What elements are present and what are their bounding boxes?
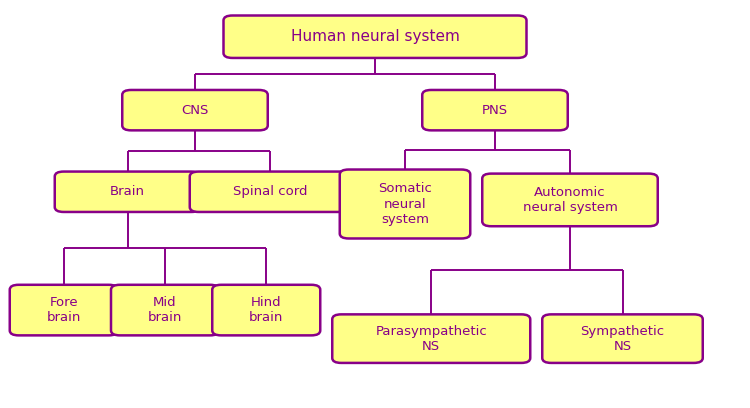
FancyBboxPatch shape bbox=[340, 170, 470, 238]
Text: Parasympathetic
NS: Parasympathetic NS bbox=[375, 325, 487, 353]
FancyBboxPatch shape bbox=[332, 314, 530, 363]
FancyBboxPatch shape bbox=[542, 314, 703, 363]
Text: Mid
brain: Mid brain bbox=[148, 296, 182, 324]
Text: Fore
brain: Fore brain bbox=[46, 296, 81, 324]
FancyBboxPatch shape bbox=[10, 285, 118, 335]
FancyBboxPatch shape bbox=[111, 285, 219, 335]
Text: Human neural system: Human neural system bbox=[290, 29, 460, 44]
FancyBboxPatch shape bbox=[122, 90, 268, 131]
FancyBboxPatch shape bbox=[224, 16, 526, 58]
FancyBboxPatch shape bbox=[190, 171, 350, 212]
FancyBboxPatch shape bbox=[55, 171, 200, 212]
Text: Spinal cord: Spinal cord bbox=[232, 185, 308, 198]
FancyBboxPatch shape bbox=[422, 90, 568, 131]
Text: Autonomic
neural system: Autonomic neural system bbox=[523, 186, 617, 214]
Text: PNS: PNS bbox=[482, 104, 508, 117]
Text: Sympathetic
NS: Sympathetic NS bbox=[580, 325, 664, 353]
FancyBboxPatch shape bbox=[212, 285, 320, 335]
Text: Somatic
neural
system: Somatic neural system bbox=[378, 182, 432, 226]
Text: CNS: CNS bbox=[182, 104, 209, 117]
FancyBboxPatch shape bbox=[482, 174, 658, 226]
Text: Hind
brain: Hind brain bbox=[249, 296, 284, 324]
Text: Brain: Brain bbox=[110, 185, 145, 198]
